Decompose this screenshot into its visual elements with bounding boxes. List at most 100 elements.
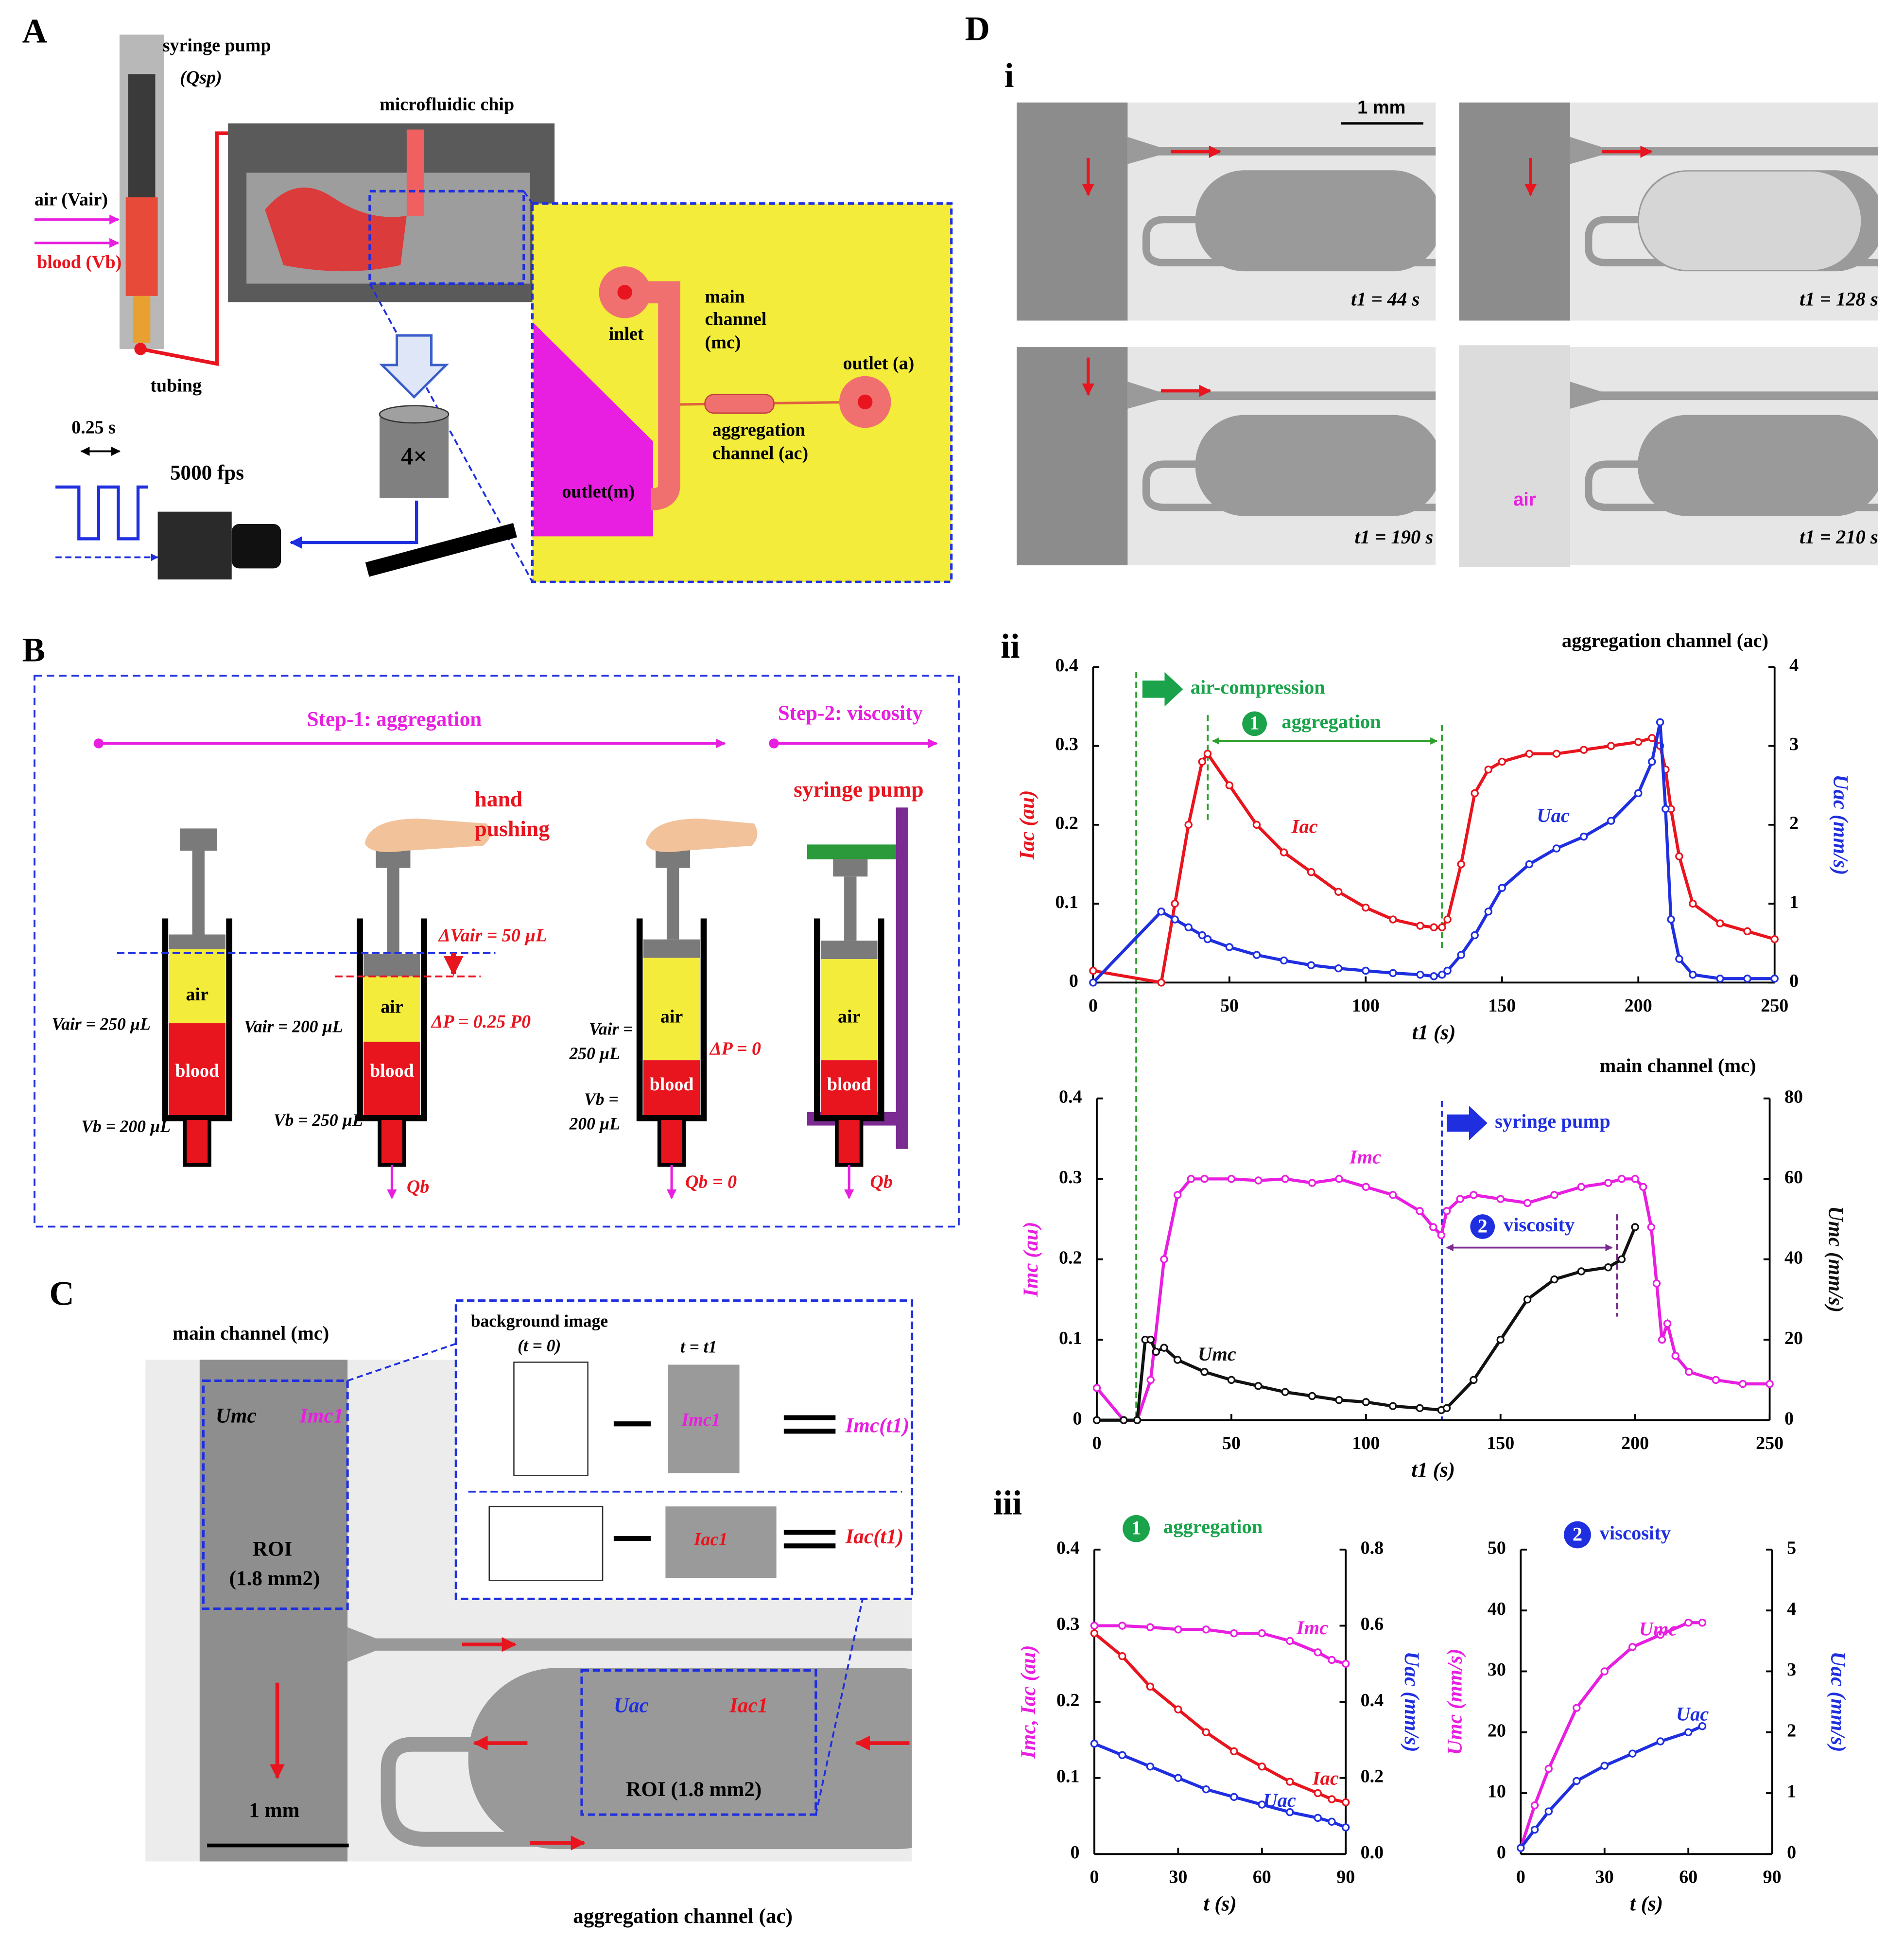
- y-tick-label: 0: [1070, 1842, 1079, 1863]
- data-point: [1328, 1817, 1336, 1826]
- data-point: [1523, 1199, 1532, 1207]
- data-point: [1698, 1722, 1707, 1730]
- bg-image: [513, 1362, 589, 1477]
- data-point: [1174, 1625, 1182, 1634]
- text: Imc(t1): [845, 1414, 910, 1437]
- text: 200 µL: [569, 1114, 620, 1134]
- y-axis-label: Imc, Iac (au): [1017, 1645, 1040, 1759]
- data-point: [1334, 964, 1343, 973]
- x-tick-label: 50: [1222, 1433, 1241, 1453]
- text: 1 mm: [1357, 97, 1405, 118]
- y-tick-label: 0.4: [1056, 1538, 1080, 1558]
- data-point: [1280, 848, 1288, 856]
- chip-blood: [265, 187, 407, 272]
- data-point: [1286, 1808, 1294, 1816]
- data-point: [1658, 1335, 1666, 1344]
- bg-image: [488, 1505, 604, 1581]
- y2-tick-label: 4: [1787, 1599, 1796, 1619]
- data-point: [1628, 1643, 1637, 1651]
- chart-decorations: [1123, 672, 1618, 1549]
- data-point: [1617, 1255, 1626, 1263]
- data-point: [1280, 956, 1288, 965]
- data-point: [1634, 789, 1643, 798]
- data-point: [1544, 1764, 1553, 1773]
- series-line: [1092, 736, 1775, 985]
- data-point: [1090, 1739, 1099, 1748]
- y-tick-label: 0.2: [1055, 813, 1078, 834]
- data-point: [1202, 1785, 1211, 1794]
- data-point: [1173, 1356, 1182, 1364]
- y-tick-label: 0: [1069, 971, 1078, 991]
- data-point: [1187, 1174, 1195, 1183]
- panel-label: ii: [1001, 628, 1020, 665]
- data-point: [1118, 1751, 1126, 1759]
- data-point: [1671, 1352, 1679, 1360]
- data-point: [1389, 915, 1397, 924]
- text: t1 = 44 s: [1351, 288, 1419, 310]
- data-point: [1471, 789, 1479, 798]
- text: blood: [370, 1061, 414, 1081]
- data-point: [1307, 961, 1315, 969]
- text: t1 = 128 s: [1800, 288, 1878, 310]
- x-tick-label: 100: [1352, 995, 1380, 1016]
- data-point: [1184, 923, 1193, 932]
- y2-tick-label: 1: [1787, 1781, 1796, 1802]
- series-label: Umc: [1639, 1618, 1678, 1640]
- data-point: [1225, 943, 1234, 951]
- data-point: [1286, 1637, 1294, 1645]
- data-point: [1484, 765, 1492, 774]
- x-tick-label: 60: [1253, 1867, 1271, 1887]
- frame: [34, 675, 960, 1228]
- data-point: [1675, 955, 1683, 963]
- data-point: [1716, 919, 1724, 927]
- branch: [347, 1627, 912, 1662]
- data-point: [1362, 1183, 1370, 1191]
- x-axis-label: t1 (s): [1411, 1459, 1455, 1482]
- annotation: 2: [1573, 1523, 1582, 1545]
- text: syringe pump: [794, 777, 923, 802]
- data-point: [1362, 1398, 1370, 1406]
- x-tick-label: 30: [1169, 1867, 1187, 1887]
- data-point: [1281, 1174, 1289, 1183]
- y-axis-label: Umc (mm/s): [1443, 1649, 1466, 1755]
- data-point: [1200, 1174, 1209, 1183]
- annotation: 1: [1249, 712, 1259, 734]
- data-point: [1416, 1207, 1424, 1215]
- text: Vair = 200 µL: [244, 1016, 343, 1036]
- data-point: [1314, 1789, 1322, 1798]
- data-point: [1457, 860, 1465, 869]
- x-tick-label: 0: [1090, 1867, 1099, 1887]
- data-point: [1430, 923, 1438, 932]
- y2-tick-label: 1: [1789, 892, 1799, 912]
- y-tick-label: 0.1: [1055, 892, 1078, 912]
- data-point: [1146, 1682, 1155, 1691]
- data-point: [1716, 975, 1724, 983]
- text: blood: [175, 1061, 219, 1081]
- data-point: [1604, 1263, 1612, 1272]
- data-point: [1092, 1416, 1101, 1424]
- data-point: [1604, 1179, 1612, 1187]
- text: Iac(t1): [845, 1525, 904, 1548]
- data-point: [1202, 1625, 1211, 1634]
- clip: [912, 1652, 999, 1868]
- data-point: [1743, 927, 1751, 936]
- data-point: [1698, 1619, 1707, 1627]
- text: Uac: [614, 1694, 649, 1717]
- data-point: [1230, 1629, 1238, 1638]
- series-label: Uac: [1537, 804, 1570, 826]
- data-point: [1743, 975, 1751, 983]
- y-tick-label: 0.3: [1055, 734, 1078, 754]
- y-tick-label: 20: [1488, 1720, 1506, 1741]
- y2-tick-label: 4: [1789, 655, 1799, 676]
- text: Step-1: aggregation: [307, 708, 482, 731]
- data-point: [1308, 1179, 1316, 1187]
- data-point: [1416, 1404, 1424, 1413]
- text: air (Vair): [35, 189, 108, 210]
- data-point: [1335, 1396, 1343, 1404]
- data-point: [1160, 1255, 1168, 1263]
- annotation: 2: [1478, 1215, 1488, 1237]
- data-point: [1203, 750, 1212, 758]
- text: 1 mm: [249, 1799, 299, 1822]
- data-point: [1314, 1648, 1322, 1657]
- data-point: [1456, 1195, 1464, 1203]
